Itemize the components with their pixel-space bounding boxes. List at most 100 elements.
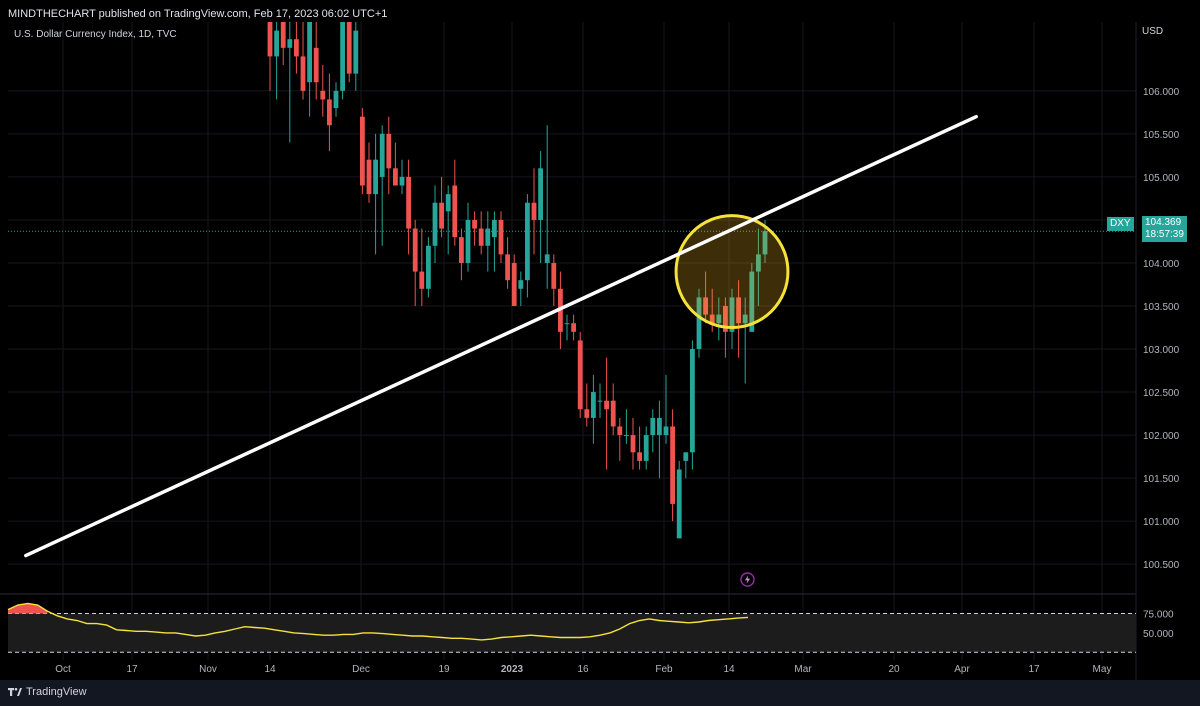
candle-body bbox=[320, 90, 326, 100]
candle-body bbox=[756, 254, 761, 272]
candle-body bbox=[696, 297, 702, 350]
candle-body bbox=[637, 452, 642, 461]
candle-body bbox=[670, 426, 675, 504]
price-tick-label: 103.000 bbox=[1143, 345, 1180, 356]
overlays bbox=[8, 114, 1136, 558]
candle-body bbox=[393, 168, 398, 186]
indicator-tick-label: 50.000 bbox=[1143, 629, 1174, 640]
candle-body bbox=[274, 30, 279, 57]
candle-body bbox=[419, 271, 425, 289]
time-tick-label: 20 bbox=[888, 664, 900, 675]
candle-body bbox=[412, 228, 418, 272]
candle-body bbox=[492, 219, 497, 238]
time-tick-label: 14 bbox=[264, 664, 276, 675]
candle-body bbox=[531, 202, 537, 220]
candle-body bbox=[307, 22, 312, 83]
candle-body bbox=[373, 159, 378, 195]
price-tick-label: 104.000 bbox=[1143, 259, 1180, 270]
price-tick-label: 105.500 bbox=[1143, 130, 1180, 141]
candle-body bbox=[657, 417, 662, 436]
candle-body bbox=[624, 435, 629, 437]
candle-body bbox=[749, 271, 755, 332]
candle-body bbox=[386, 133, 392, 169]
candle-body bbox=[327, 99, 332, 126]
candle-body bbox=[650, 417, 656, 436]
candle-body bbox=[676, 469, 682, 539]
candle-body bbox=[544, 254, 550, 263]
publisher-text: MINDTHECHART published on TradingView.co… bbox=[8, 8, 388, 20]
tradingview-logo[interactable]: TradingView bbox=[8, 686, 87, 698]
tradingview-logo-icon bbox=[8, 687, 22, 696]
candle-body bbox=[459, 237, 464, 263]
footer bbox=[0, 680, 1200, 706]
candle-body bbox=[445, 194, 451, 212]
candle-body bbox=[630, 435, 636, 453]
candle-body bbox=[300, 56, 306, 91]
time-tick-label: 16 bbox=[577, 664, 589, 675]
candle-body bbox=[571, 323, 576, 332]
currency-label: USD bbox=[1142, 26, 1164, 37]
candle-body bbox=[505, 254, 510, 281]
indicator-band bbox=[8, 613, 1136, 653]
time-tick-label: 14 bbox=[723, 664, 735, 675]
candle-body bbox=[604, 400, 609, 410]
candle-body bbox=[716, 314, 722, 324]
candle-body bbox=[498, 219, 504, 255]
time-tick-label: Mar bbox=[794, 664, 812, 675]
candle-body bbox=[538, 168, 543, 220]
candle-body bbox=[432, 202, 438, 246]
candle-body bbox=[564, 323, 570, 325]
candle-body bbox=[478, 228, 484, 246]
candle-body bbox=[525, 202, 530, 281]
candle-body bbox=[729, 297, 735, 332]
candle-body bbox=[723, 306, 728, 332]
candle-body bbox=[643, 435, 649, 461]
price-tick-label: 100.500 bbox=[1143, 560, 1180, 571]
price-tick-label: 102.000 bbox=[1143, 431, 1180, 442]
candle-body bbox=[591, 392, 596, 418]
top-bar bbox=[0, 0, 1200, 22]
candle-body bbox=[346, 22, 352, 74]
candle-body bbox=[360, 116, 365, 186]
candle-body bbox=[690, 349, 695, 453]
price-tag: 104.369 18:57:39 bbox=[1142, 216, 1187, 242]
candle-body bbox=[597, 400, 603, 402]
price-tick-label: 101.000 bbox=[1143, 517, 1180, 528]
candle-body bbox=[709, 314, 715, 324]
time-tick-label: May bbox=[1093, 664, 1112, 675]
time-tick-label: 2023 bbox=[501, 664, 524, 675]
candle-body bbox=[610, 400, 616, 427]
price-value: 104.369 bbox=[1145, 217, 1182, 228]
candle-body bbox=[617, 426, 623, 436]
time-tick-label: Nov bbox=[199, 664, 217, 675]
candle-body bbox=[577, 340, 583, 410]
highlight-circle bbox=[674, 214, 790, 330]
price-tick-label: 105.000 bbox=[1143, 173, 1180, 184]
time-tick-label: Oct bbox=[55, 664, 71, 675]
candle-body bbox=[762, 231, 768, 255]
candle-body bbox=[287, 39, 293, 48]
price-tick-label: 102.500 bbox=[1143, 388, 1180, 399]
candle-body bbox=[399, 176, 405, 186]
candle-body bbox=[267, 22, 273, 57]
candle-body bbox=[683, 452, 689, 461]
time-tick-label: 17 bbox=[1028, 664, 1040, 675]
countdown-value: 18:57:39 bbox=[1145, 229, 1184, 240]
price-tick-label: 103.500 bbox=[1143, 302, 1180, 313]
candle-body bbox=[366, 159, 372, 195]
candle-body bbox=[406, 176, 411, 229]
candle-body bbox=[518, 280, 524, 289]
time-tick-label: Apr bbox=[954, 664, 970, 675]
candle-body bbox=[439, 202, 444, 229]
candle-body bbox=[426, 245, 431, 289]
lightning-icon[interactable] bbox=[740, 572, 755, 587]
time-tick-label: Dec bbox=[352, 664, 370, 675]
grid bbox=[0, 22, 1137, 680]
time-tick-label: Feb bbox=[655, 664, 673, 675]
candle-body bbox=[452, 185, 458, 238]
trendline bbox=[24, 114, 978, 558]
candle-body bbox=[340, 22, 345, 91]
candle-body bbox=[472, 219, 477, 229]
indicator-pane: 75.000 50.000 bbox=[7, 602, 1174, 653]
